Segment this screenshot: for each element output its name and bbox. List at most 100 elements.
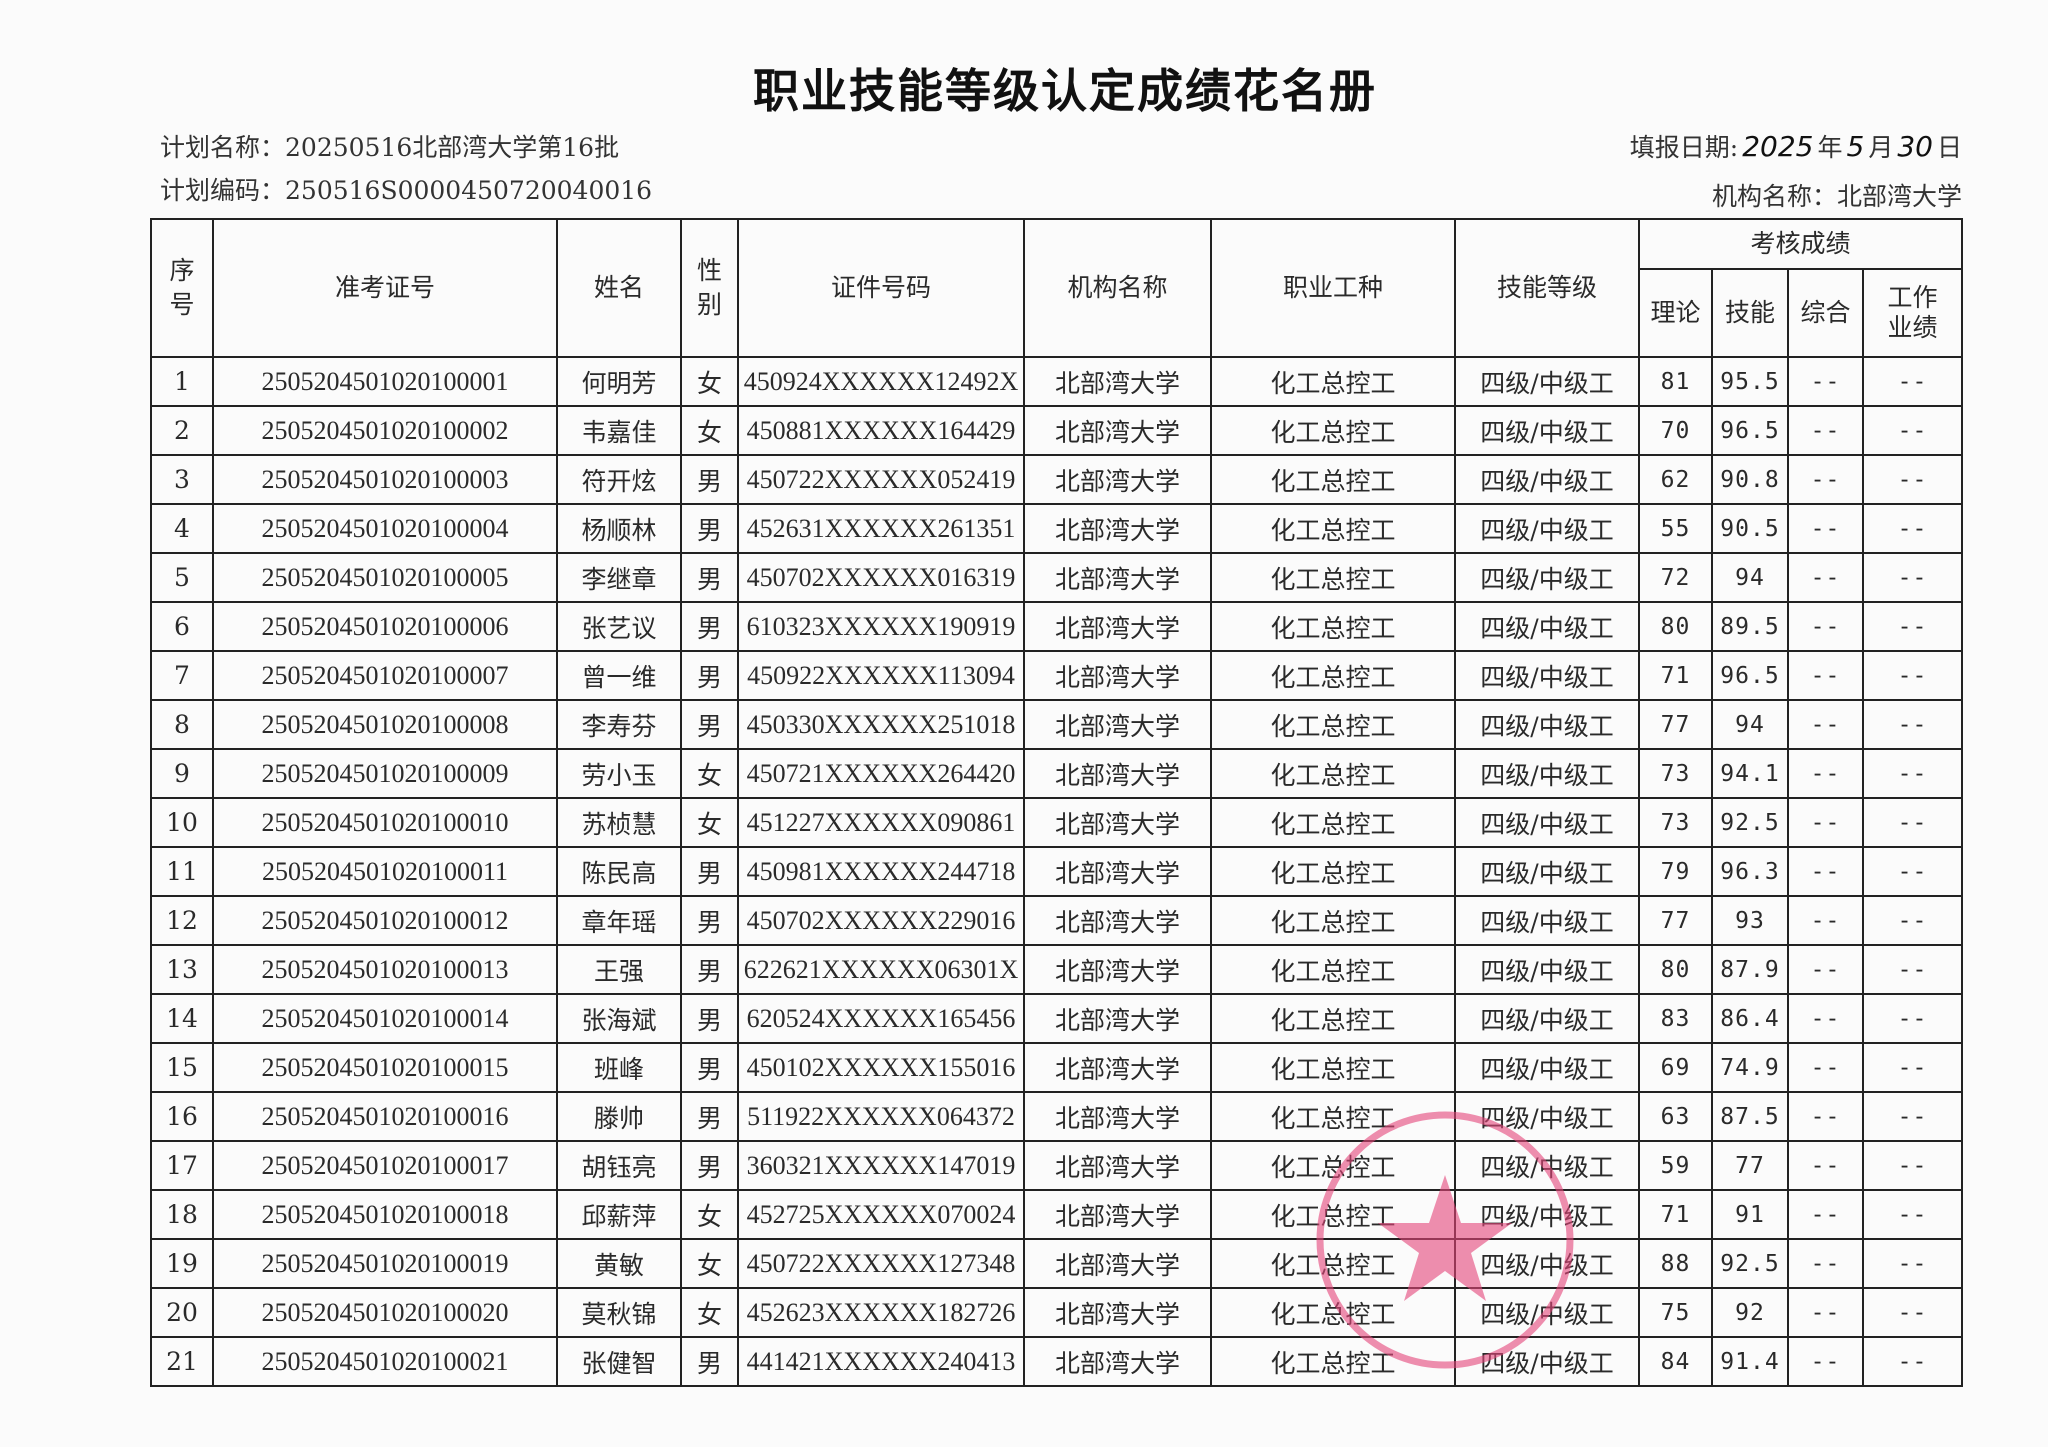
table-row: 6 2505204501020100006 张艺议男 610323XXXXXX1909… [150, 601, 1964, 652]
cell-overall: -- [1787, 944, 1864, 995]
cell-seq: 10 [150, 797, 214, 848]
cell-org: 北部湾大学 [1023, 650, 1212, 701]
cell-level: 四级/中级工 [1454, 1140, 1640, 1191]
cell-overall: -- [1787, 356, 1864, 407]
table-row: 9 2505204501020100009 劳小玉女 450721XXXXXX2644… [150, 748, 1964, 799]
cell-seq: 17 [150, 1140, 214, 1191]
cell-org: 北部湾大学 [1023, 1042, 1212, 1093]
cell-work: -- [1861, 1287, 1964, 1338]
plan-name: 计划名称：20250516北部湾大学第16批 [160, 128, 619, 164]
cell-work: -- [1861, 1336, 1964, 1387]
cell-name: 张艺议 [556, 601, 682, 652]
cell-level: 四级/中级工 [1454, 503, 1640, 554]
cell-name: 莫秋锦 [556, 1287, 682, 1338]
cell-skill: 87.5 [1711, 1091, 1789, 1142]
cell-occupation: 化工总控工 [1210, 503, 1456, 554]
cell-occupation: 化工总控工 [1210, 405, 1456, 456]
cell-name: 李寿芬 [556, 699, 682, 750]
cell-seq: 18 [150, 1189, 214, 1240]
plan-code-label: 计划编码： [160, 176, 286, 205]
cell-theory: 71 [1638, 1189, 1713, 1240]
header-overall: 综合 [1787, 268, 1864, 358]
cell-work: -- [1861, 356, 1964, 407]
cell-skill: 96.5 [1711, 405, 1789, 456]
cell-name: 班峰 [556, 1042, 682, 1093]
cell-overall: -- [1787, 1238, 1864, 1289]
cell-id-number: 450722XXXXXX127348 [737, 1238, 1025, 1289]
year-unit: 年 [1817, 133, 1843, 162]
cell-occupation: 化工总控工 [1210, 1140, 1456, 1191]
cell-seq: 4 [150, 503, 214, 554]
cell-name: 何明芳 [556, 356, 682, 407]
cell-skill: 86.4 [1711, 993, 1789, 1044]
cell-skill: 77 [1711, 1140, 1789, 1191]
table-row: 1 2505204501020100001 何明芳女 450924XXXXXX1249… [150, 356, 1964, 407]
cell-overall: -- [1787, 650, 1864, 701]
cell-work: -- [1861, 454, 1964, 505]
cell-work: -- [1861, 797, 1964, 848]
cell-overall: -- [1787, 552, 1864, 603]
cell-id-number: 610323XXXXXX190919 [737, 601, 1025, 652]
table-row: 19 2505204501020100019 黄敏女 450722XXXXXX1273… [150, 1238, 1964, 1289]
cell-work: -- [1861, 1189, 1964, 1240]
cell-level: 四级/中级工 [1454, 1336, 1640, 1387]
cell-skill: 95.5 [1711, 356, 1789, 407]
cell-exam-id: 2505204501020100020 [212, 1287, 558, 1338]
table-row: 5 2505204501020100005 李继章男 450702XXXXXX0163… [150, 552, 1964, 603]
table-row: 21 2505204501020100021 张健智男 441421XXXXXX240… [150, 1336, 1964, 1387]
cell-skill: 94.1 [1711, 748, 1789, 799]
cell-exam-id: 2505204501020100021 [212, 1336, 558, 1387]
cell-theory: 55 [1638, 503, 1713, 554]
cell-theory: 88 [1638, 1238, 1713, 1289]
cell-org: 北部湾大学 [1023, 454, 1212, 505]
cell-seq: 6 [150, 601, 214, 652]
table-row: 4 2505204501020100004 杨顺林男 452631XXXXXX2613… [150, 503, 1964, 554]
cell-gender: 女 [680, 1238, 739, 1289]
cell-level: 四级/中级工 [1454, 1189, 1640, 1240]
cell-skill: 93 [1711, 895, 1789, 946]
cell-seq: 15 [150, 1042, 214, 1093]
month-unit: 月 [1868, 133, 1894, 162]
cell-skill: 91 [1711, 1189, 1789, 1240]
table-row: 11 2505204501020100011 陈民高男 450981XXXXXX244… [150, 846, 1964, 897]
cell-gender: 男 [680, 895, 739, 946]
cell-exam-id: 2505204501020100006 [212, 601, 558, 652]
cell-skill: 87.9 [1711, 944, 1789, 995]
cell-gender: 男 [680, 944, 739, 995]
cell-overall: -- [1787, 1042, 1864, 1093]
cell-work: -- [1861, 503, 1964, 554]
cell-occupation: 化工总控工 [1210, 1189, 1456, 1240]
cell-occupation: 化工总控工 [1210, 797, 1456, 848]
cell-gender: 男 [680, 552, 739, 603]
cell-overall: -- [1787, 1140, 1864, 1191]
cell-level: 四级/中级工 [1454, 454, 1640, 505]
cell-overall: -- [1787, 895, 1864, 946]
cell-gender: 女 [680, 797, 739, 848]
cell-org: 北部湾大学 [1023, 797, 1212, 848]
cell-exam-id: 2505204501020100001 [212, 356, 558, 407]
cell-level: 四级/中级工 [1454, 944, 1640, 995]
cell-exam-id: 2505204501020100018 [212, 1189, 558, 1240]
cell-level: 四级/中级工 [1454, 650, 1640, 701]
cell-level: 四级/中级工 [1454, 895, 1640, 946]
cell-id-number: 360321XXXXXX147019 [737, 1140, 1025, 1191]
cell-name: 胡钰亮 [556, 1140, 682, 1191]
cell-seq: 16 [150, 1091, 214, 1142]
cell-occupation: 化工总控工 [1210, 1287, 1456, 1338]
cell-gender: 男 [680, 1336, 739, 1387]
cell-theory: 81 [1638, 356, 1713, 407]
cell-seq: 20 [150, 1287, 214, 1338]
cell-seq: 1 [150, 356, 214, 407]
cell-overall: -- [1787, 1189, 1864, 1240]
cell-org: 北部湾大学 [1023, 846, 1212, 897]
cell-work: -- [1861, 699, 1964, 750]
table-row: 8 2505204501020100008 李寿芬男 450330XXXXXX2510… [150, 699, 1964, 750]
cell-overall: -- [1787, 454, 1864, 505]
cell-seq: 19 [150, 1238, 214, 1289]
cell-occupation: 化工总控工 [1210, 650, 1456, 701]
cell-org: 北部湾大学 [1023, 748, 1212, 799]
cell-level: 四级/中级工 [1454, 1238, 1640, 1289]
cell-id-number: 622621XXXXXX06301X [737, 944, 1025, 995]
cell-theory: 73 [1638, 748, 1713, 799]
cell-exam-id: 2505204501020100002 [212, 405, 558, 456]
